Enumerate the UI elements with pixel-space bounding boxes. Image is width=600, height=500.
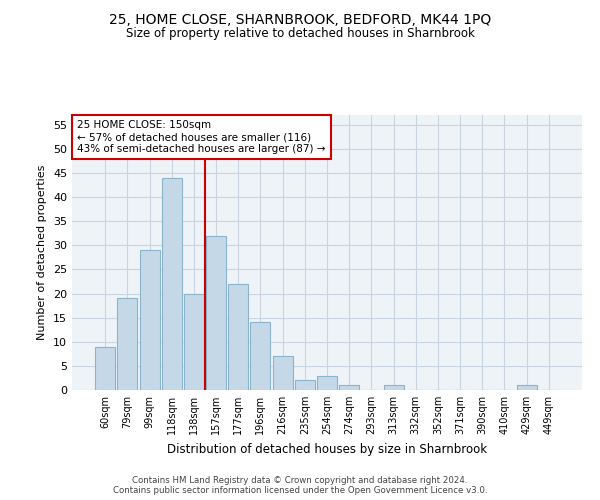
Text: 25, HOME CLOSE, SHARNBROOK, BEDFORD, MK44 1PQ: 25, HOME CLOSE, SHARNBROOK, BEDFORD, MK4…: [109, 12, 491, 26]
Bar: [95, 346, 115, 390]
Bar: [339, 385, 359, 390]
Text: Contains HM Land Registry data © Crown copyright and database right 2024.
Contai: Contains HM Land Registry data © Crown c…: [113, 476, 487, 495]
Bar: [272, 356, 293, 390]
Bar: [295, 380, 315, 390]
Text: 25 HOME CLOSE: 150sqm
← 57% of detached houses are smaller (116)
43% of semi-det: 25 HOME CLOSE: 150sqm ← 57% of detached …: [77, 120, 326, 154]
X-axis label: Distribution of detached houses by size in Sharnbrook: Distribution of detached houses by size …: [167, 442, 487, 456]
Bar: [228, 284, 248, 390]
Bar: [184, 294, 204, 390]
Bar: [383, 385, 404, 390]
Text: Size of property relative to detached houses in Sharnbrook: Size of property relative to detached ho…: [125, 28, 475, 40]
Bar: [206, 236, 226, 390]
Bar: [162, 178, 182, 390]
Bar: [250, 322, 271, 390]
Y-axis label: Number of detached properties: Number of detached properties: [37, 165, 47, 340]
Bar: [118, 298, 137, 390]
Bar: [517, 385, 536, 390]
Bar: [140, 250, 160, 390]
Bar: [317, 376, 337, 390]
